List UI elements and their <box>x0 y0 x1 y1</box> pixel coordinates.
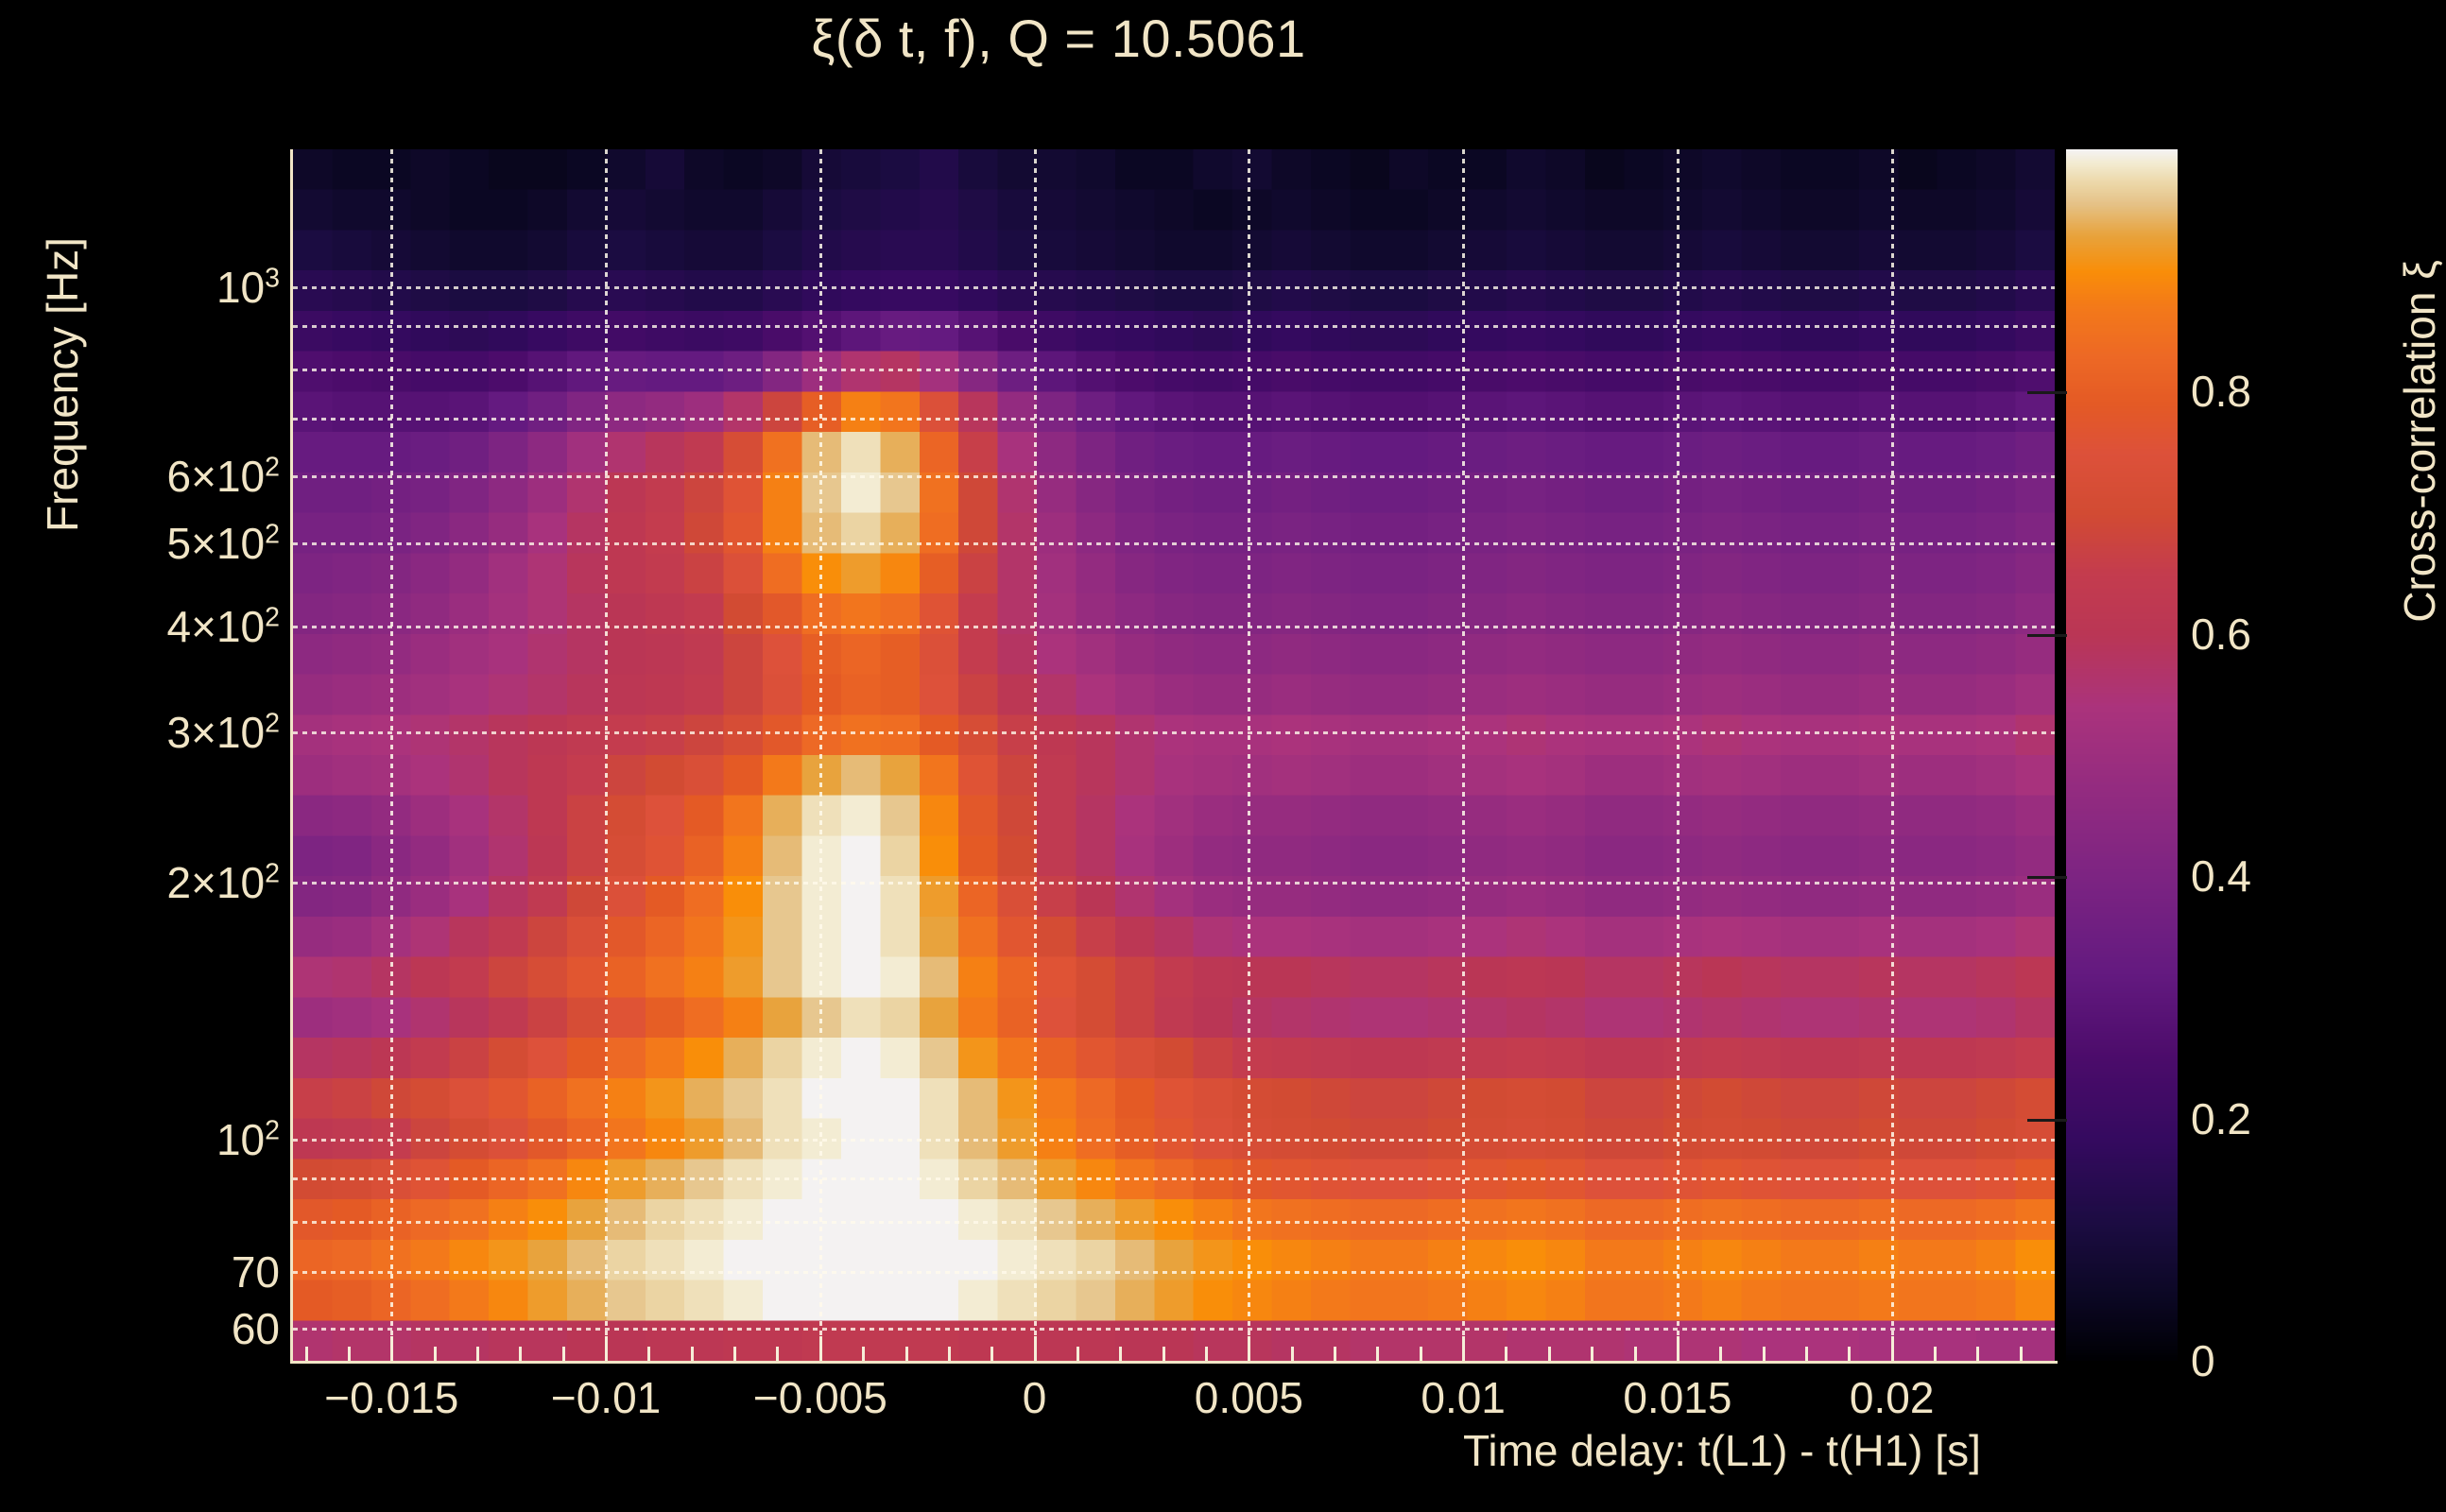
x-tick-minor <box>1848 1347 1852 1361</box>
colorbar[interactable] <box>2066 149 2178 1361</box>
x-tick-minor <box>1419 1347 1422 1361</box>
x-tick-minor <box>990 1347 994 1361</box>
x-tick-minor <box>1719 1347 1723 1361</box>
y-tick-label: 70 <box>231 1246 280 1297</box>
colorbar-tick <box>2027 1118 2067 1122</box>
x-tick-minor <box>1205 1347 1208 1361</box>
heatmap-plot-area[interactable] <box>293 149 2055 1361</box>
x-tick-label: −0.015 <box>324 1373 459 1422</box>
x-tick-minor <box>776 1347 780 1361</box>
x-tick-major <box>605 1336 609 1361</box>
y-tick-label: 103 <box>215 262 280 312</box>
y-tick-label: 60 <box>231 1303 280 1353</box>
x-tick-minor <box>1119 1347 1123 1361</box>
colorbar-tick-label: 0.6 <box>2191 609 2251 659</box>
x-tick-minor <box>304 1347 308 1361</box>
x-tick-minor <box>1976 1347 1980 1361</box>
colorbar-tick-label: 0.2 <box>2191 1093 2251 1143</box>
x-tick-major <box>1890 1336 1894 1361</box>
x-tick-label: 0.02 <box>1849 1373 1935 1422</box>
x-tick-label: 0 <box>1022 1373 1047 1422</box>
x-tick-minor <box>1162 1347 1165 1361</box>
colorbar-tick <box>2027 391 2067 395</box>
x-tick-minor <box>561 1347 565 1361</box>
colorbar-tick <box>2027 633 2067 637</box>
x-tick-minor <box>519 1347 523 1361</box>
x-tick-minor <box>1591 1347 1594 1361</box>
x-tick-minor <box>1762 1347 1766 1361</box>
x-tick-label: 0.015 <box>1623 1373 1732 1422</box>
colorbar-tick-label: 0.8 <box>2191 367 2251 417</box>
x-tick-minor <box>690 1347 694 1361</box>
x-tick-minor <box>347 1347 351 1361</box>
x-tick-label: −0.01 <box>550 1373 662 1422</box>
x-tick-label: 0.01 <box>1421 1373 1506 1422</box>
y-axis-title: Frequency [Hz] <box>38 237 87 532</box>
x-tick-minor <box>862 1347 866 1361</box>
x-tick-minor <box>1334 1347 1337 1361</box>
x-tick-minor <box>733 1347 737 1361</box>
x-tick-minor <box>1076 1347 1079 1361</box>
x-tick-major <box>818 1336 822 1361</box>
x-tick-minor <box>1505 1347 1508 1361</box>
x-tick-minor <box>904 1347 908 1361</box>
y-tick-label: 3×102 <box>166 708 280 758</box>
y-tick-label: 6×102 <box>166 451 280 501</box>
colorbar-gradient <box>2066 149 2178 1361</box>
x-tick-minor <box>947 1347 951 1361</box>
x-tick-minor <box>1934 1347 1937 1361</box>
x-tick-minor <box>1804 1347 1808 1361</box>
y-tick-label: 2×102 <box>166 858 280 908</box>
x-axis-line <box>290 1361 2058 1364</box>
x-tick-label: 0.005 <box>1194 1373 1303 1422</box>
x-tick-minor <box>1376 1347 1380 1361</box>
x-tick-major <box>1676 1336 1679 1361</box>
colorbar-tick <box>2027 876 2067 880</box>
x-axis-title: Time delay: t(L1) - t(H1) [s] <box>1463 1426 1981 1475</box>
x-tick-major <box>1462 1336 1466 1361</box>
x-tick-minor <box>2019 1347 2023 1361</box>
x-tick-label: −0.005 <box>752 1373 887 1422</box>
y-tick-label: 102 <box>215 1114 280 1164</box>
x-tick-minor <box>647 1347 651 1361</box>
heatmap-image <box>293 149 2055 1361</box>
x-tick-major <box>390 1336 394 1361</box>
x-tick-minor <box>1547 1347 1551 1361</box>
x-tick-minor <box>433 1347 437 1361</box>
y-tick-label: 5×102 <box>166 519 280 569</box>
y-axis-line <box>290 149 293 1362</box>
x-tick-major <box>1033 1336 1037 1361</box>
colorbar-title: Cross-correlation ξ <box>2395 260 2444 623</box>
x-tick-major <box>1248 1336 1251 1361</box>
x-tick-minor <box>476 1347 480 1361</box>
colorbar-tick-label: 0 <box>2191 1336 2215 1385</box>
x-tick-minor <box>1290 1347 1294 1361</box>
colorbar-tick-label: 0.4 <box>2191 851 2251 902</box>
page-title: ξ(δ t, f), Q = 10.5061 <box>811 9 1306 68</box>
y-tick-label: 4×102 <box>166 601 280 651</box>
x-tick-minor <box>1633 1347 1637 1361</box>
